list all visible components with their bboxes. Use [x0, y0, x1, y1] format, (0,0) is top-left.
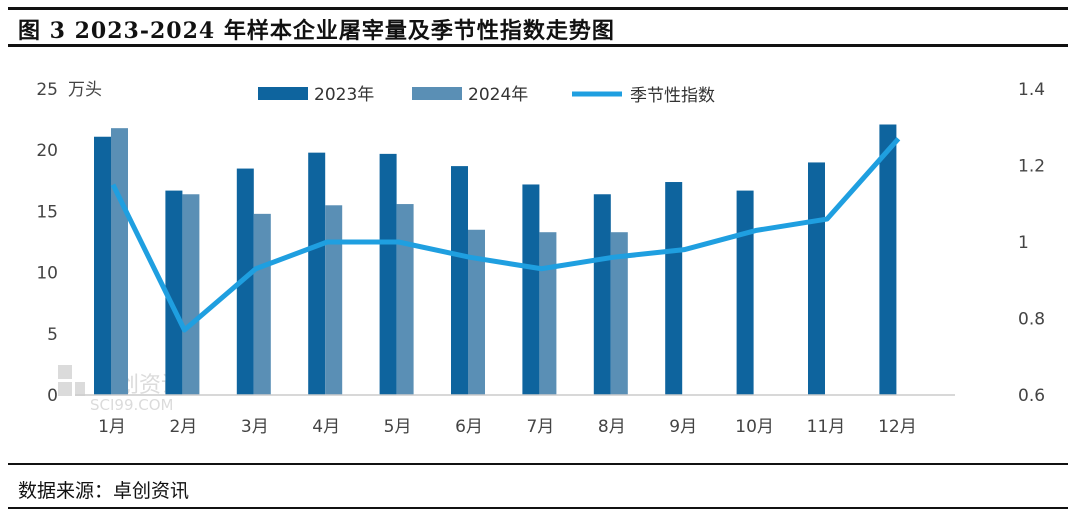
- bar-2024年-1月: [111, 128, 128, 395]
- bar-2024年-6月: [468, 229, 485, 395]
- left-tick-label: 5: [47, 325, 58, 345]
- chart-title: 图 3 2023-2024 年样本企业屠宰量及季节性指数走势图: [18, 18, 615, 44]
- left-tick-label: 15: [36, 202, 58, 222]
- bar-2023年-5月: [379, 153, 397, 395]
- x-tick-label: 12月: [878, 417, 917, 437]
- legend-label-2023: 2023年: [314, 85, 374, 105]
- x-tick-label: 7月: [526, 417, 554, 437]
- bar-2023年-7月: [522, 184, 540, 395]
- x-tick-label: 2月: [169, 417, 197, 437]
- bar-2023年-12月: [879, 124, 897, 395]
- legend-label-2024: 2024年: [468, 85, 528, 105]
- right-tick-label: 1.2: [1018, 157, 1045, 177]
- bar-2023年-2月: [165, 190, 183, 395]
- bar-2024年-7月: [539, 232, 557, 395]
- legend-swatch-2024: [412, 87, 462, 100]
- legend-label-index: 季节性指数: [630, 86, 715, 106]
- x-tick-label: 9月: [669, 417, 697, 437]
- right-tick-label: 1: [1018, 233, 1029, 253]
- x-tick-label: 8月: [598, 417, 626, 437]
- bar-2023年-11月: [808, 162, 825, 395]
- right-tick-label: 1.4: [1018, 80, 1045, 100]
- bar-2024年-2月: [182, 194, 200, 395]
- x-tick-label: 6月: [455, 417, 483, 437]
- bar-2024年-8月: [610, 232, 628, 395]
- bar-2024年-4月: [325, 205, 343, 395]
- bar-2023年-1月: [94, 136, 111, 395]
- bar-2023年-4月: [308, 152, 326, 395]
- source-top-rule: [8, 463, 1068, 465]
- left-tick-label: 10: [36, 264, 58, 284]
- svg-text:SCI99.COM: SCI99.COM: [90, 396, 174, 414]
- x-tick-label: 11月: [807, 417, 846, 437]
- right-tick-label: 0.8: [1018, 310, 1045, 330]
- source-note: 数据来源：卓创资讯: [18, 480, 190, 502]
- left-tick-label: 0: [47, 386, 58, 406]
- bar-2023年-9月: [665, 182, 683, 395]
- left-axis-unit: 万头: [68, 80, 102, 100]
- bar-2023年-3月: [236, 168, 254, 395]
- x-tick-label: 10月: [735, 417, 774, 437]
- bar-2023年-8月: [593, 194, 611, 395]
- x-tick-label: 4月: [312, 417, 340, 437]
- bar-2023年-10月: [736, 190, 754, 395]
- title-bottom-rule: [8, 44, 1068, 47]
- x-tick-label: 3月: [241, 417, 269, 437]
- right-tick-label: 0.6: [1018, 386, 1045, 406]
- title-top-rule: [8, 7, 1068, 10]
- line-seasonal-index: [110, 137, 901, 333]
- bar-2023年-6月: [451, 166, 468, 395]
- bar-2024年-3月: [253, 213, 271, 395]
- bar-2024年-5月: [396, 204, 414, 395]
- left-tick-label: 25: [36, 80, 58, 100]
- source-bottom-rule: [8, 507, 1068, 509]
- legend-swatch-2023: [258, 87, 308, 100]
- left-tick-label: 20: [36, 141, 58, 161]
- x-tick-label: 5月: [384, 417, 412, 437]
- x-tick-label: 1月: [98, 417, 126, 437]
